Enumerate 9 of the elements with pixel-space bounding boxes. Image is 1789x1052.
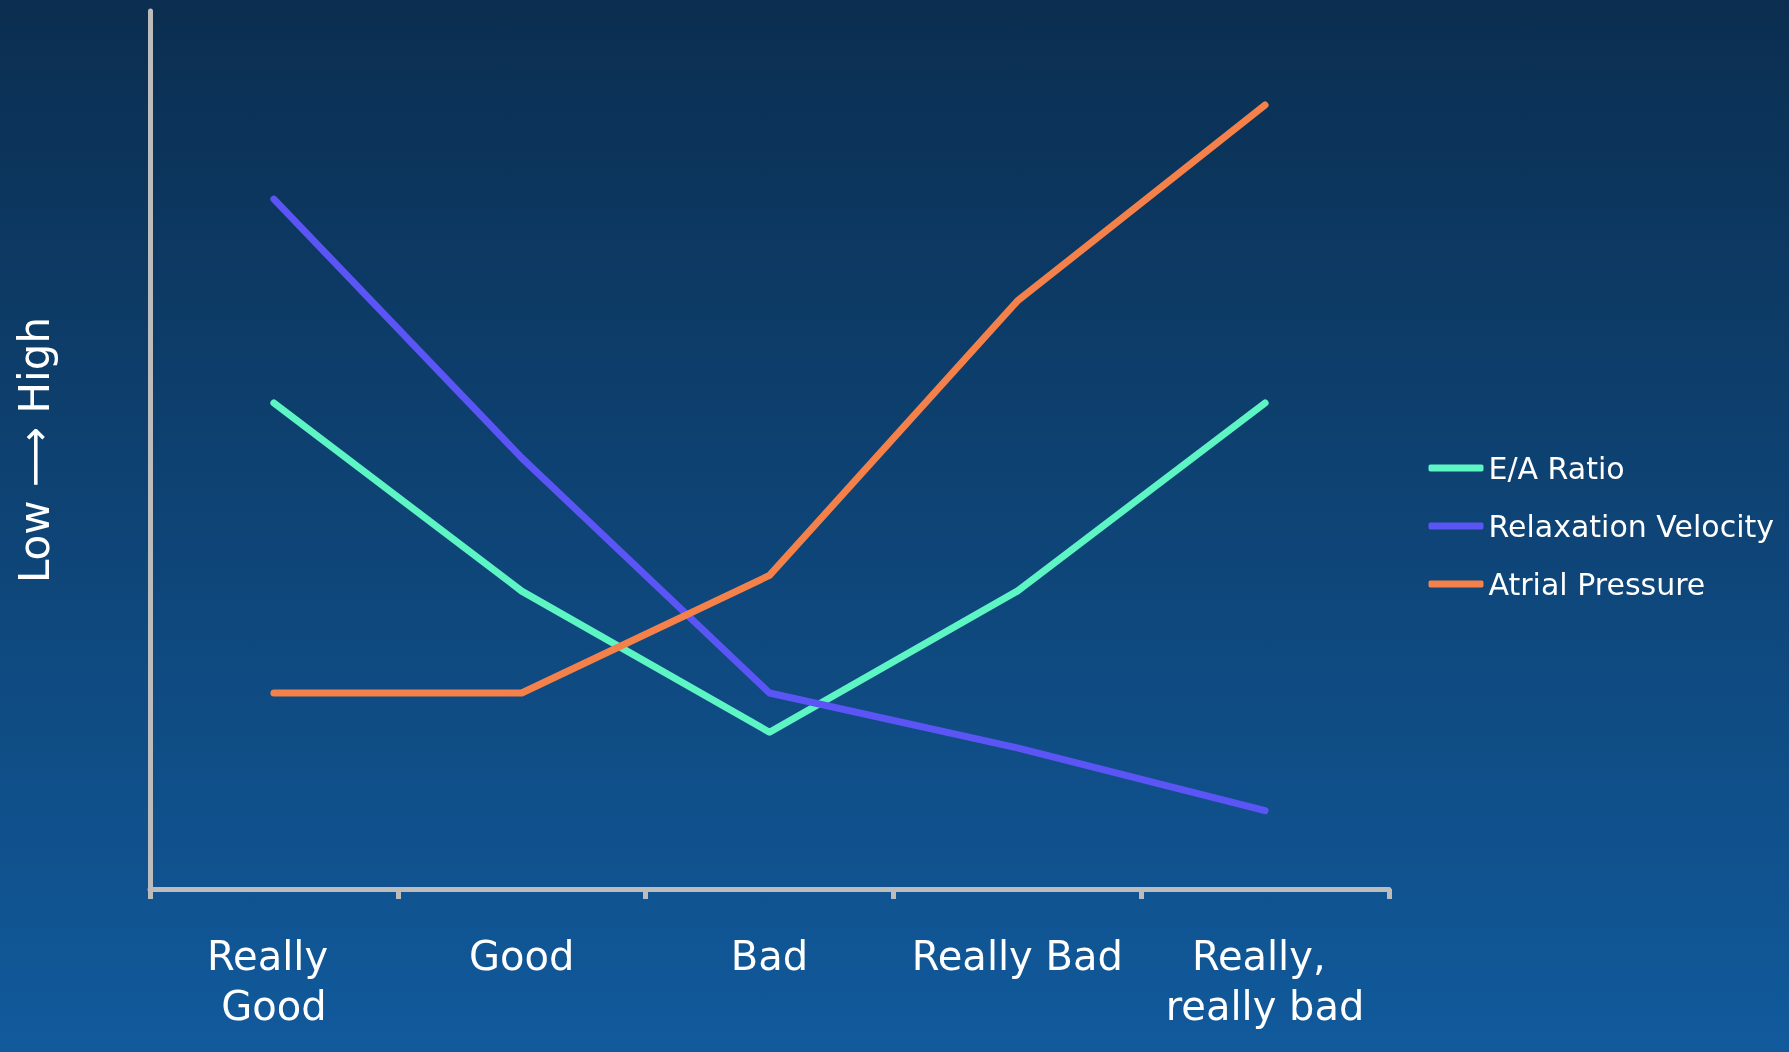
legend-label: Atrial Pressure — [1488, 566, 1706, 602]
x-tick-label: Good — [469, 933, 575, 979]
legend-label: Relaxation Velocity — [1488, 508, 1774, 544]
x-tick-label: Really Bad — [911, 933, 1123, 979]
y-axis-title: Low ⟶ High — [9, 316, 59, 584]
x-tick-label: Really Good — [207, 933, 341, 1029]
legend-label: E/A Ratio — [1488, 450, 1625, 486]
x-tick-label: Bad — [730, 933, 809, 979]
x-tick-label: Really, really bad — [1165, 933, 1365, 1029]
